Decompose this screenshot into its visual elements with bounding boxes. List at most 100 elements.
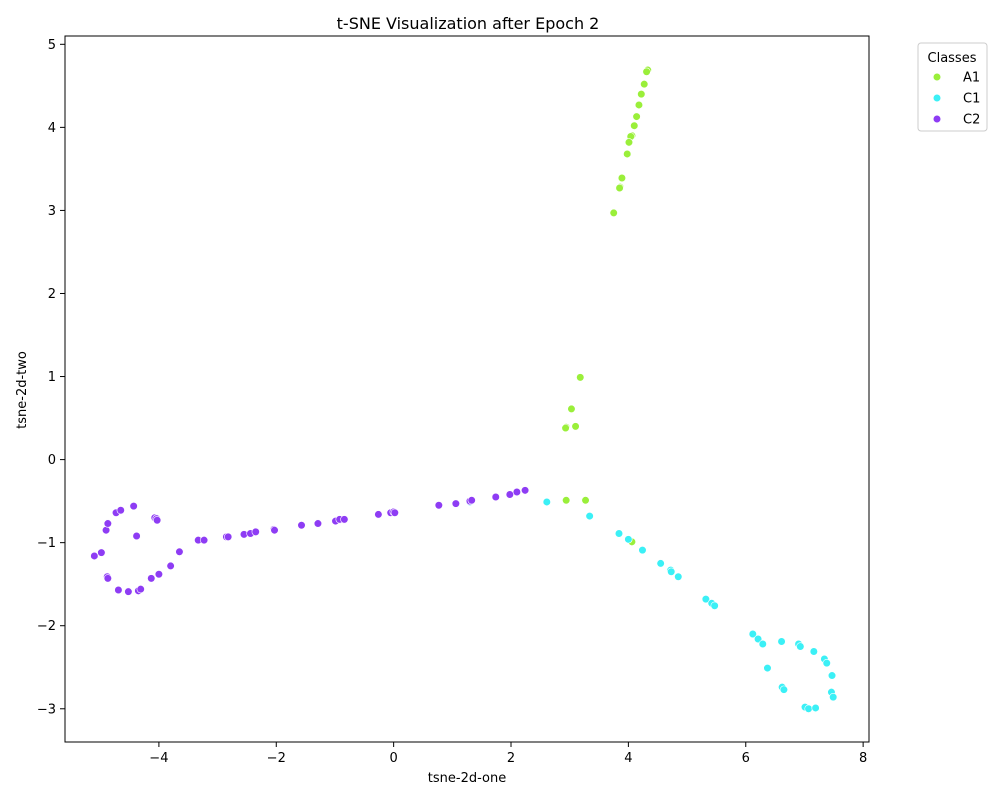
series-a1 xyxy=(561,65,652,546)
data-point-a1 xyxy=(615,183,624,193)
data-point-c1 xyxy=(748,629,757,639)
y-tick-label: 4 xyxy=(48,121,56,136)
x-tick-label: −2 xyxy=(267,751,286,766)
data-point-a1 xyxy=(581,496,590,505)
data-point-c1 xyxy=(701,595,710,604)
data-point-c1 xyxy=(614,529,624,538)
legend-item-c1: C1 xyxy=(932,92,980,107)
data-point-c2 xyxy=(154,570,163,579)
data-point-c1 xyxy=(777,637,786,646)
data-point-a1 xyxy=(617,173,627,183)
legend-label: A1 xyxy=(963,71,980,86)
y-tick-label: 3 xyxy=(48,204,56,219)
legend-marker xyxy=(932,114,942,124)
data-point-a1 xyxy=(637,90,646,99)
data-point-a1 xyxy=(624,138,634,147)
data-point-c1 xyxy=(822,658,831,668)
y-tick-label: 2 xyxy=(48,287,56,302)
legend-marker xyxy=(932,93,942,103)
data-point-a1 xyxy=(623,149,632,159)
data-point-c2 xyxy=(467,496,476,505)
data-point-c2 xyxy=(97,548,106,557)
x-axis-label: tsne-2d-one xyxy=(428,771,506,786)
data-point-a1 xyxy=(561,423,570,433)
legend-label: C1 xyxy=(963,92,980,107)
x-axis: −4 −2 0 2 4 6 8 xyxy=(149,742,867,766)
data-point-c2 xyxy=(175,547,184,556)
data-point-c2 xyxy=(114,585,123,595)
data-point-a1 xyxy=(632,112,641,121)
series-c2 xyxy=(90,486,530,596)
data-point-c1 xyxy=(542,497,551,507)
data-point-a1 xyxy=(576,373,585,382)
y-axis: −3 −2 −1 0 1 2 3 4 5 xyxy=(37,38,65,717)
data-point-c2 xyxy=(90,551,99,561)
x-tick-label: 8 xyxy=(859,751,867,766)
data-point-c2 xyxy=(340,515,349,524)
legend-items: A1 C1 C2 xyxy=(932,71,980,128)
legend-marker xyxy=(932,72,942,82)
legend-title: Classes xyxy=(928,51,977,66)
data-point-c2 xyxy=(434,501,443,510)
data-point-c2 xyxy=(153,516,162,525)
x-tick-label: 6 xyxy=(742,751,750,766)
legend-item-c2: C2 xyxy=(932,113,980,128)
data-point-c1 xyxy=(763,663,772,673)
x-tick-label: 4 xyxy=(624,751,632,766)
data-point-c2 xyxy=(297,521,306,530)
data-point-a1 xyxy=(642,67,651,76)
y-tick-label: −1 xyxy=(37,536,56,551)
data-point-c2 xyxy=(166,561,175,571)
data-point-c1 xyxy=(809,647,818,656)
plot-frame xyxy=(64,35,870,743)
chart-title: t-SNE Visualization after Epoch 2 xyxy=(337,14,600,33)
data-point-c2 xyxy=(199,536,209,545)
data-point-a1 xyxy=(630,121,639,130)
data-point-c2 xyxy=(505,490,514,499)
y-axis-label: tsne-2d-two xyxy=(15,351,30,429)
data-point-c1 xyxy=(796,642,805,651)
x-tick-label: −4 xyxy=(149,751,168,766)
data-point-c1 xyxy=(585,511,594,521)
data-point-c1 xyxy=(667,567,676,576)
data-point-c2 xyxy=(390,508,399,517)
y-tick-label: 0 xyxy=(48,453,56,468)
legend-frame xyxy=(917,42,988,132)
data-point-a1 xyxy=(571,422,580,431)
data-point-c2 xyxy=(520,486,530,495)
data-point-c2 xyxy=(374,510,383,519)
data-point-c1 xyxy=(829,693,838,702)
data-point-a1 xyxy=(640,80,649,89)
x-tick-label: 2 xyxy=(507,751,515,766)
data-point-c1 xyxy=(753,634,763,644)
data-point-c2 xyxy=(103,574,112,583)
series-c1 xyxy=(465,497,838,713)
data-point-c2 xyxy=(116,506,125,515)
data-point-c2 xyxy=(451,499,460,508)
data-point-c1 xyxy=(710,601,719,610)
data-point-c1 xyxy=(638,546,647,555)
data-point-c1 xyxy=(804,704,813,713)
data-point-a1 xyxy=(567,404,576,414)
y-tick-label: −3 xyxy=(37,702,56,717)
data-point-c2 xyxy=(132,531,141,541)
data-point-c1 xyxy=(779,685,789,694)
data-point-c2 xyxy=(270,526,279,535)
data-point-a1 xyxy=(609,208,618,218)
data-point-c1 xyxy=(758,639,767,649)
data-point-c2 xyxy=(136,585,145,594)
legend: Classes A1 C1 C2 xyxy=(917,42,988,132)
legend-item-a1: A1 xyxy=(932,71,980,86)
data-point-c2 xyxy=(251,527,260,536)
data-point-c2 xyxy=(512,487,521,497)
data-point-c1 xyxy=(624,535,633,544)
data-point-c2 xyxy=(103,519,112,528)
data-point-c2 xyxy=(313,519,323,528)
x-tick-label: 0 xyxy=(390,751,398,766)
data-point-a1 xyxy=(562,496,571,505)
data-point-c2 xyxy=(491,492,500,502)
data-point-c1 xyxy=(674,572,683,581)
legend-label: C2 xyxy=(963,113,980,128)
data-point-c2 xyxy=(124,587,133,596)
y-tick-label: 1 xyxy=(48,370,56,385)
